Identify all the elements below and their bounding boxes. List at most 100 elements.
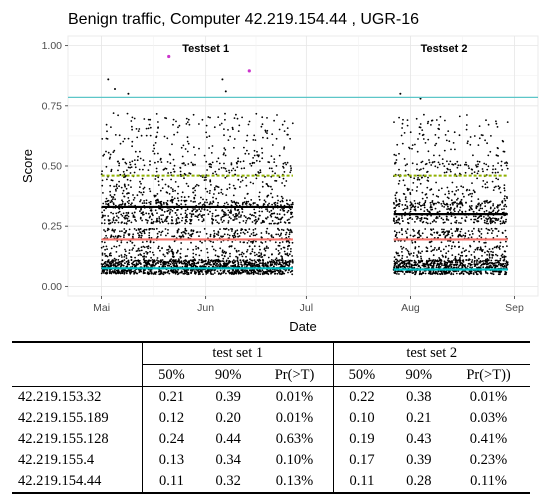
score-point	[200, 261, 203, 264]
score-point	[239, 259, 242, 262]
score-point	[424, 163, 427, 166]
score-point	[141, 193, 144, 196]
table-cell: 0.11	[142, 471, 200, 494]
score-point	[220, 235, 222, 238]
score-point	[185, 265, 188, 268]
score-point	[258, 262, 261, 264]
score-point	[236, 256, 239, 259]
score-point	[140, 191, 143, 194]
score-point	[155, 170, 158, 173]
testset-label: Testset 1	[182, 43, 229, 55]
score-point	[491, 266, 494, 269]
score-point	[416, 232, 419, 234]
score-point	[154, 161, 156, 164]
score-point	[173, 261, 175, 264]
score-point	[256, 259, 259, 261]
score-point	[257, 218, 260, 221]
score-point	[437, 161, 440, 164]
score-point	[124, 185, 126, 188]
score-point	[187, 195, 190, 198]
score-point	[194, 200, 196, 203]
score-point	[130, 186, 132, 189]
score-point	[194, 185, 197, 188]
score-point	[261, 269, 264, 272]
score-point	[185, 182, 188, 185]
score-point	[395, 200, 398, 203]
grid-lines	[68, 36, 538, 296]
score-point	[471, 172, 473, 175]
score-point	[443, 203, 446, 206]
score-point	[242, 252, 245, 255]
score-point	[121, 230, 123, 233]
score-point	[114, 263, 117, 265]
score-point	[494, 221, 496, 224]
score-point	[398, 205, 400, 208]
score-point	[497, 209, 500, 212]
score-point	[422, 272, 425, 274]
score-point	[253, 208, 256, 211]
score-point	[486, 168, 489, 171]
score-point	[257, 263, 259, 266]
score-point	[403, 184, 406, 187]
score-point	[190, 241, 192, 244]
score-point	[237, 250, 240, 252]
score-point	[223, 271, 226, 273]
score-point	[104, 265, 107, 268]
score-point	[234, 208, 236, 210]
score-point	[465, 271, 468, 274]
score-point	[147, 118, 150, 121]
score-point	[141, 219, 144, 222]
score-point	[289, 228, 292, 231]
sub-header: Pr(>T))	[447, 364, 530, 387]
score-point	[261, 147, 263, 150]
x-tick-label: Mai	[93, 302, 110, 314]
score-point	[115, 246, 118, 248]
score-point	[289, 208, 292, 211]
score-point	[146, 240, 148, 243]
score-point	[184, 222, 187, 225]
score-point	[281, 241, 284, 243]
score-point	[290, 230, 293, 232]
score-point	[217, 255, 220, 258]
score-point	[263, 221, 266, 223]
score-point	[214, 249, 217, 252]
score-point	[106, 271, 108, 274]
score-point	[439, 261, 442, 264]
score-point	[440, 250, 442, 253]
score-point	[267, 247, 270, 249]
score-point	[153, 195, 156, 198]
score-point	[418, 178, 421, 181]
score-point	[495, 185, 497, 188]
score-point	[394, 258, 397, 261]
score-point	[438, 265, 440, 268]
score-point	[443, 264, 445, 267]
score-point	[289, 216, 292, 219]
score-point	[180, 175, 183, 178]
score-point	[235, 218, 238, 220]
score-point	[206, 251, 209, 254]
score-point	[441, 162, 444, 165]
score-point	[232, 167, 235, 170]
score-point	[461, 251, 463, 254]
score-point	[270, 192, 272, 195]
score-point	[426, 218, 429, 220]
score-point	[234, 230, 237, 233]
score-point	[131, 125, 133, 128]
score-point	[237, 269, 240, 271]
score-point	[220, 191, 223, 194]
score-point	[101, 184, 104, 187]
score-point	[255, 233, 258, 236]
score-point	[206, 201, 209, 204]
score-point	[269, 214, 272, 217]
score-point	[426, 222, 429, 225]
score-point	[231, 230, 233, 232]
score-point	[423, 217, 426, 220]
score-point	[500, 254, 503, 257]
score-point	[459, 261, 461, 264]
score-point	[146, 222, 149, 224]
score-point	[402, 208, 405, 211]
score-point	[225, 170, 228, 173]
score-point	[237, 202, 240, 205]
score-point	[159, 270, 162, 273]
score-point	[480, 249, 483, 252]
